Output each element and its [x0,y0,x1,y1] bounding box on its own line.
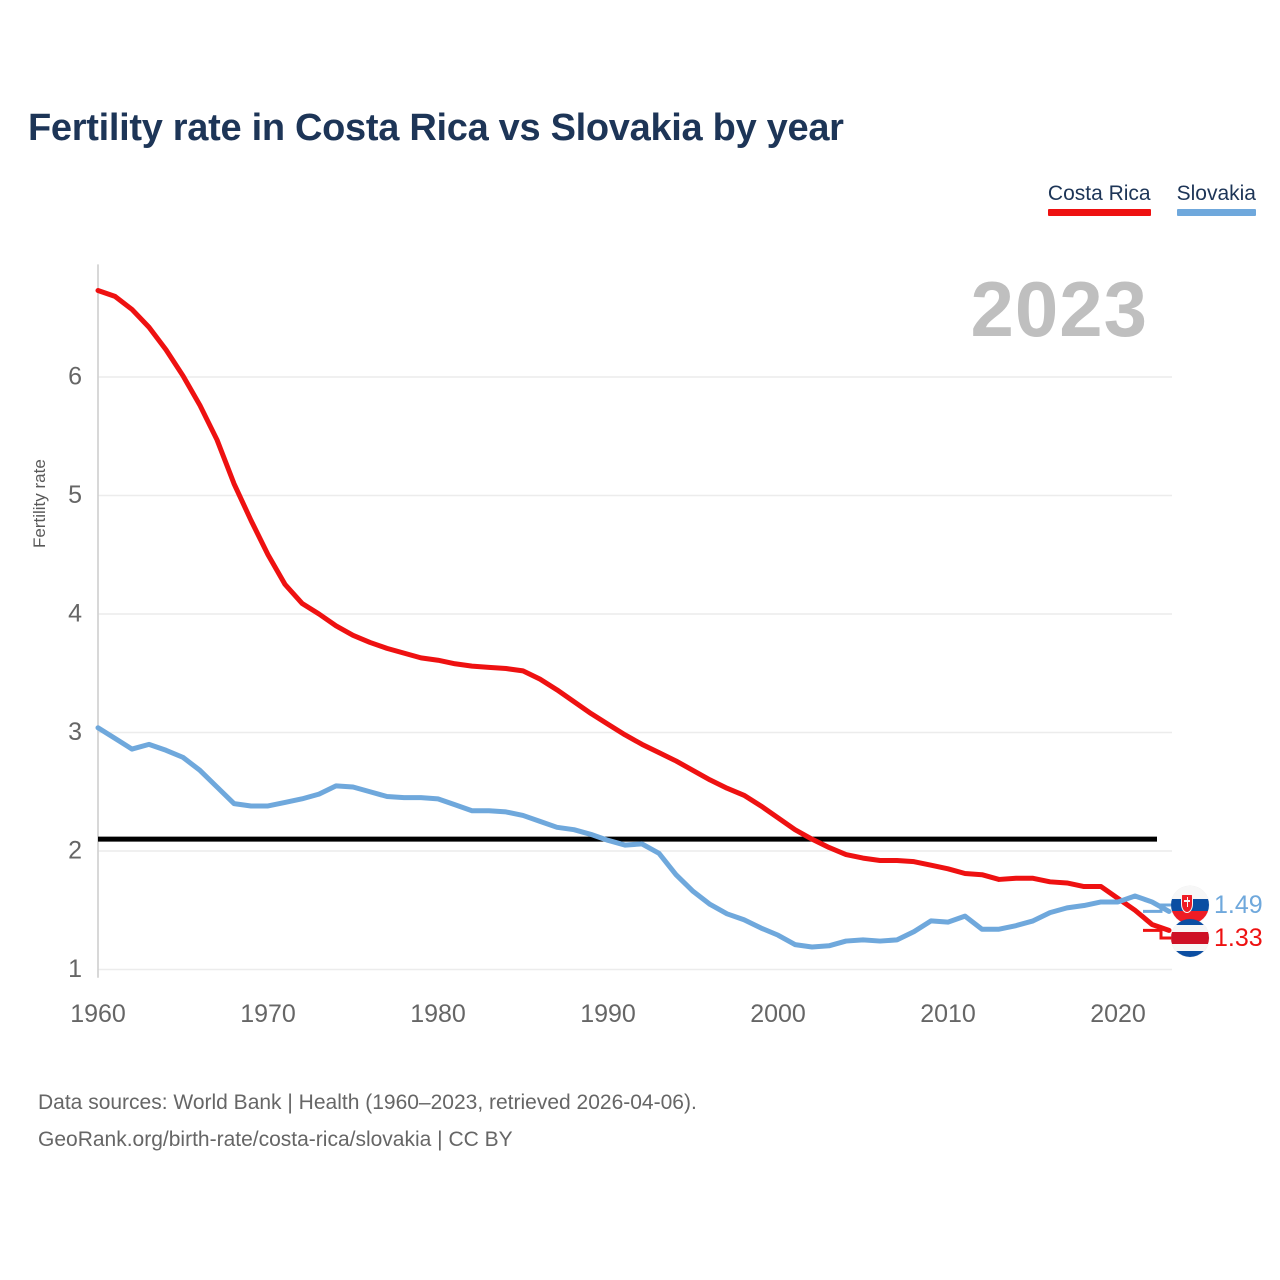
x-axis-tick-label: 1970 [240,1000,296,1028]
series-line-slovakia [95,725,1172,950]
y-axis-tick-label: 1 [68,955,82,983]
leader-line-slovakia [1143,903,1171,913]
legend-color-swatch-costa-rica [1047,209,1151,217]
legend-item-costa-rica[interactable]: Costa Rica [1047,182,1151,217]
legend-color-swatch-slovakia [1176,209,1256,217]
end-value-costa-rica: 1.33 [1214,923,1263,952]
footer-line-sources: Data sources: World Bank | Health (1960–… [38,1091,697,1114]
year-watermark: 2023 [970,265,1148,353]
y-axis-title: Fertility rate [30,459,49,548]
x-axis-tick-label: 1980 [410,1000,466,1028]
plot-area: Fertility rate 1 2 3 4 5 6 1960 1970 1980 1990 200… [30,264,1172,1028]
end-label-costa-rica: 1.33 [1171,919,1263,957]
footer-attribution: Data sources: World Bank | Health (1960–… [38,1085,697,1159]
legend-item-slovakia[interactable]: Slovakia [1176,182,1256,217]
x-axis-tick-label: 2020 [1090,1000,1146,1028]
legend-label-costa-rica: Costa Rica [1047,182,1151,205]
costa-rica-flag-icon [1171,919,1209,957]
y-axis-tick-label: 5 [68,481,82,509]
x-axis-tick-label: 1990 [580,1000,636,1028]
x-axis-tick-label: 2000 [750,1000,806,1028]
x-axis-tick-label: 2010 [920,1000,976,1028]
end-value-slovakia: 1.49 [1214,890,1263,919]
x-axis-tick-label: 1960 [70,1000,126,1028]
line-chart-svg: 1 2 3 4 5 6 1960 1970 1980 1990 2000 2010 2020 [68,264,1172,1028]
leader-line-costa-rica [1143,928,1171,940]
footer-line-url: GeoRank.org/birth-rate/costa-rica/slovak… [38,1127,513,1151]
chart-legend: Costa Rica Slovakia [1047,182,1256,217]
series-line-costa-rica [95,287,1172,933]
page-title: Fertility rate in Costa Rica vs Slovakia… [28,107,844,149]
y-axis-tick-label: 2 [68,837,82,865]
y-axis-tick-label: 3 [68,718,82,746]
end-label-slovakia: 1.49 [1171,886,1263,924]
legend-label-slovakia: Slovakia [1176,182,1256,205]
y-axis-tick-label: 6 [68,363,82,391]
slovakia-flag-icon [1171,886,1209,924]
y-axis-tick-label: 4 [68,600,82,628]
